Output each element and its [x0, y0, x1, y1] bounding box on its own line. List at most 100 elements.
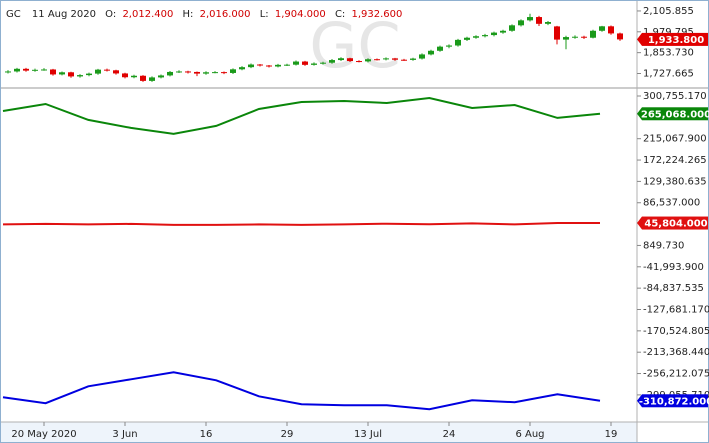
y-tick-label: 849.730 — [643, 240, 684, 251]
candle-body — [437, 46, 443, 51]
y-tick-label: -127,681.170 — [643, 304, 709, 315]
candle-body — [419, 54, 425, 59]
y-tick-label: 300,755.170 — [643, 91, 707, 102]
field-value: 2,016.000 — [200, 9, 251, 20]
candle-body — [284, 64, 290, 66]
candle-body — [545, 22, 551, 24]
candle-body — [302, 61, 308, 65]
y-tick-label: 215,067.900 — [643, 134, 707, 145]
date: 11 Aug 2020 — [32, 9, 96, 20]
candle-body — [68, 72, 74, 77]
candle-body — [428, 50, 434, 55]
candle-body — [23, 68, 29, 71]
y-tick-label: 172,224.265 — [643, 155, 707, 166]
candle-body — [122, 73, 128, 78]
candle-body — [455, 39, 461, 46]
candle-body — [599, 26, 605, 31]
candle-body — [239, 67, 245, 70]
x-tick-label: 3 Jun — [112, 429, 137, 440]
y-tick-label: 2,105.855 — [643, 6, 694, 17]
candle-body — [401, 59, 407, 61]
candle-body — [392, 58, 398, 60]
candle-body — [320, 62, 326, 64]
candle-body — [338, 58, 344, 61]
candle-body — [590, 30, 596, 38]
candle-body — [149, 77, 155, 81]
y-tick-label: -213,368.440 — [643, 347, 709, 358]
y-tick-label: 129,380.635 — [643, 176, 707, 187]
candle-body — [248, 64, 254, 68]
candle-body — [176, 71, 182, 73]
candle-body — [554, 26, 560, 40]
y-tick-label: 1,727.665 — [643, 69, 694, 80]
series-line — [2, 222, 600, 226]
candle-body — [446, 45, 452, 47]
price-label-arrow — [637, 394, 642, 408]
candle-body — [104, 69, 110, 71]
candle-body — [59, 72, 65, 75]
candle-body — [203, 72, 209, 74]
candle-body — [482, 35, 488, 37]
candle-body — [230, 69, 236, 73]
price-label-arrow — [637, 107, 642, 121]
candle-body — [410, 58, 416, 60]
candle-body — [50, 69, 56, 75]
price-label: -310,872.000 — [639, 396, 709, 407]
field-value: 1,932.600 — [351, 9, 402, 20]
candle-body — [311, 63, 317, 65]
watermark: GC — [309, 9, 400, 82]
x-axis-strip — [0, 422, 637, 443]
candle-body — [221, 72, 227, 74]
candle-body — [500, 30, 506, 33]
candle-body — [194, 71, 200, 74]
field-label: H: — [183, 9, 194, 20]
candle-body — [266, 65, 272, 67]
candle-body — [158, 75, 164, 78]
x-tick-label: 13 Jul — [354, 429, 382, 440]
candle-body — [77, 75, 83, 77]
candle-body — [383, 58, 389, 60]
y-tick-label: 86,537.000 — [643, 198, 700, 209]
candle-body — [293, 61, 299, 65]
candle-body — [464, 37, 470, 40]
candle-body — [365, 59, 371, 62]
field-value: 2,012.400 — [122, 9, 173, 20]
candle-body — [5, 71, 11, 73]
candle-body — [617, 33, 623, 40]
series-line — [2, 371, 601, 411]
price-label-arrow — [637, 32, 642, 46]
candle-body — [32, 69, 38, 71]
candle-body — [14, 68, 20, 72]
candle-body — [257, 64, 263, 66]
y-tick-label: -41,993.900 — [643, 262, 704, 273]
candle-body — [563, 37, 569, 40]
field-value: 1,904.000 — [275, 9, 326, 20]
candle-body — [329, 60, 335, 63]
price-label-arrow — [637, 216, 642, 230]
candle-body — [608, 26, 614, 34]
candle-body — [374, 59, 380, 61]
candle-body — [113, 70, 119, 74]
price-label-box — [642, 216, 708, 230]
candle-body — [212, 72, 218, 74]
field-label: C: — [335, 9, 345, 20]
candle-body — [275, 64, 281, 67]
candle-body — [536, 17, 542, 24]
series-line — [2, 96, 601, 135]
x-tick-label: 20 May 2020 — [11, 429, 76, 440]
y-tick-label: -256,212.075 — [643, 369, 709, 380]
y-tick-label: -170,524.805 — [643, 326, 709, 337]
x-tick-label: 6 Aug — [515, 429, 544, 440]
field-label: O: — [105, 9, 116, 20]
price-label-box — [642, 394, 708, 408]
candle-body — [527, 17, 533, 21]
candle-body — [86, 73, 92, 76]
symbol: GC — [6, 9, 21, 20]
candle-body — [509, 25, 515, 31]
candle-body — [473, 36, 479, 38]
y-tick-label: -84,837.535 — [643, 283, 704, 294]
candle-body — [167, 71, 173, 76]
candle-body — [185, 71, 191, 73]
